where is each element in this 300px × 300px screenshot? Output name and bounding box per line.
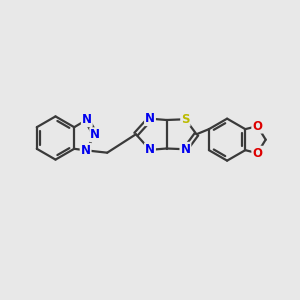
- Text: O: O: [252, 120, 262, 133]
- Text: O: O: [252, 147, 262, 160]
- Text: N: N: [145, 143, 155, 156]
- Text: S: S: [181, 113, 190, 126]
- Text: N: N: [82, 113, 92, 126]
- Text: N: N: [145, 112, 155, 125]
- Text: N: N: [90, 128, 100, 141]
- Text: N: N: [180, 143, 190, 156]
- Text: N: N: [81, 144, 91, 157]
